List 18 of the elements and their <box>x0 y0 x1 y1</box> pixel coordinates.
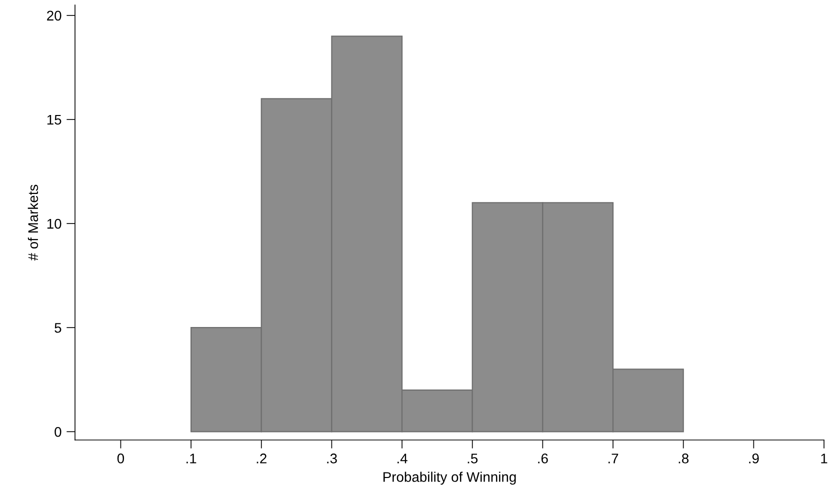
x-tick-label: .7 <box>608 454 618 464</box>
x-tick-label: .6 <box>538 454 548 464</box>
x-tick-label: .4 <box>398 454 408 464</box>
y-tick-label: 5 <box>54 323 62 333</box>
x-tick-label: 0 <box>117 454 124 464</box>
y-tick-label: 0 <box>54 427 62 437</box>
x-axis-title: Probability of Winning <box>383 472 516 485</box>
x-tick-label: 1 <box>821 454 828 464</box>
y-axis-title: # of Markets <box>28 184 38 261</box>
x-tick-label: .1 <box>186 454 196 464</box>
y-tick-label: 15 <box>47 114 62 125</box>
x-tick-label: .5 <box>468 454 478 464</box>
y-tick-label: 10 <box>47 218 62 229</box>
x-tick-label: .3 <box>327 454 337 464</box>
x-tick-label: .2 <box>256 454 266 464</box>
x-tick-label: .8 <box>678 454 689 464</box>
y-tick-label: 20 <box>47 10 62 21</box>
x-tick-label: .9 <box>749 454 759 464</box>
